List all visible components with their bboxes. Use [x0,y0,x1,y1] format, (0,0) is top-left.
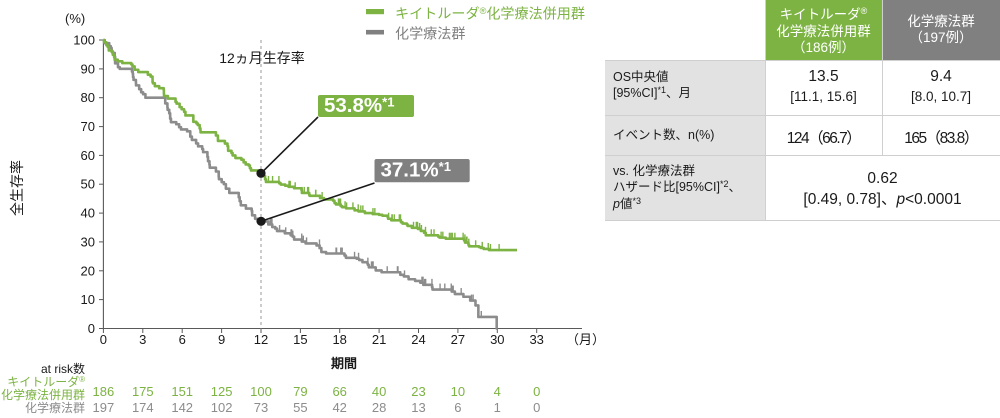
svg-text:at risk数: at risk数 [41,361,85,376]
svg-text:6: 6 [179,332,186,347]
svg-text:186: 186 [93,384,115,399]
svg-text:0: 0 [533,400,540,415]
svg-text:化学療法群: 化学療法群 [395,26,465,42]
svg-text:174: 174 [132,400,154,415]
svg-text:50: 50 [81,177,95,192]
svg-text:66: 66 [332,384,346,399]
svg-text:28: 28 [372,400,386,415]
svg-text:175: 175 [132,384,154,399]
svg-text:(%): (%) [65,11,85,26]
svg-text:18: 18 [332,332,346,347]
svg-text:15: 15 [293,332,307,347]
svg-text:33: 33 [529,332,543,347]
svg-text:40: 40 [81,206,95,221]
svg-text:12: 12 [254,332,268,347]
svg-text:化学療法併用群: 化学療法併用群 [1,387,85,402]
svg-text:キイトルーダ®: キイトルーダ® [7,374,85,389]
svg-text:21: 21 [372,332,386,347]
svg-text:142: 142 [171,400,193,415]
svg-text:期間: 期間 [331,356,357,371]
svg-text:30: 30 [81,234,95,249]
svg-text:4: 4 [494,384,501,399]
svg-text:0: 0 [88,321,95,336]
svg-text:キイトルーダ®化学療法併用群: キイトルーダ®化学療法併用群 [395,6,585,22]
svg-text:0: 0 [100,332,107,347]
svg-text:102: 102 [211,400,233,415]
svg-text:6: 6 [454,400,461,415]
svg-text:73: 73 [254,400,268,415]
svg-text:23: 23 [411,384,425,399]
svg-text:79: 79 [293,384,307,399]
svg-text:27: 27 [451,332,465,347]
svg-text:40: 40 [372,384,386,399]
svg-text:20: 20 [81,263,95,278]
svg-text:42: 42 [332,400,346,415]
svg-text:12ヵ月生存率: 12ヵ月生存率 [219,50,305,66]
svg-text:80: 80 [81,90,95,105]
svg-text:9: 9 [218,332,225,347]
svg-text:125: 125 [211,384,233,399]
svg-text:10: 10 [81,292,95,307]
svg-text:全生存率: 全生存率 [9,160,25,216]
svg-text:70: 70 [81,119,95,134]
svg-text:100: 100 [73,33,95,48]
svg-text:60: 60 [81,148,95,163]
svg-text:55: 55 [293,400,307,415]
svg-text:3: 3 [139,332,146,347]
svg-text:10: 10 [451,384,465,399]
svg-text:（月）: （月） [566,332,605,347]
svg-text:100: 100 [250,384,272,399]
svg-text:197: 197 [93,400,115,415]
svg-text:90: 90 [81,61,95,76]
svg-text:24: 24 [411,332,425,347]
svg-text:151: 151 [171,384,193,399]
svg-text:13: 13 [411,400,425,415]
svg-text:30: 30 [490,332,504,347]
svg-text:化学療法群: 化学療法群 [25,400,85,415]
svg-text:0: 0 [533,384,540,399]
svg-text:1: 1 [494,400,501,415]
